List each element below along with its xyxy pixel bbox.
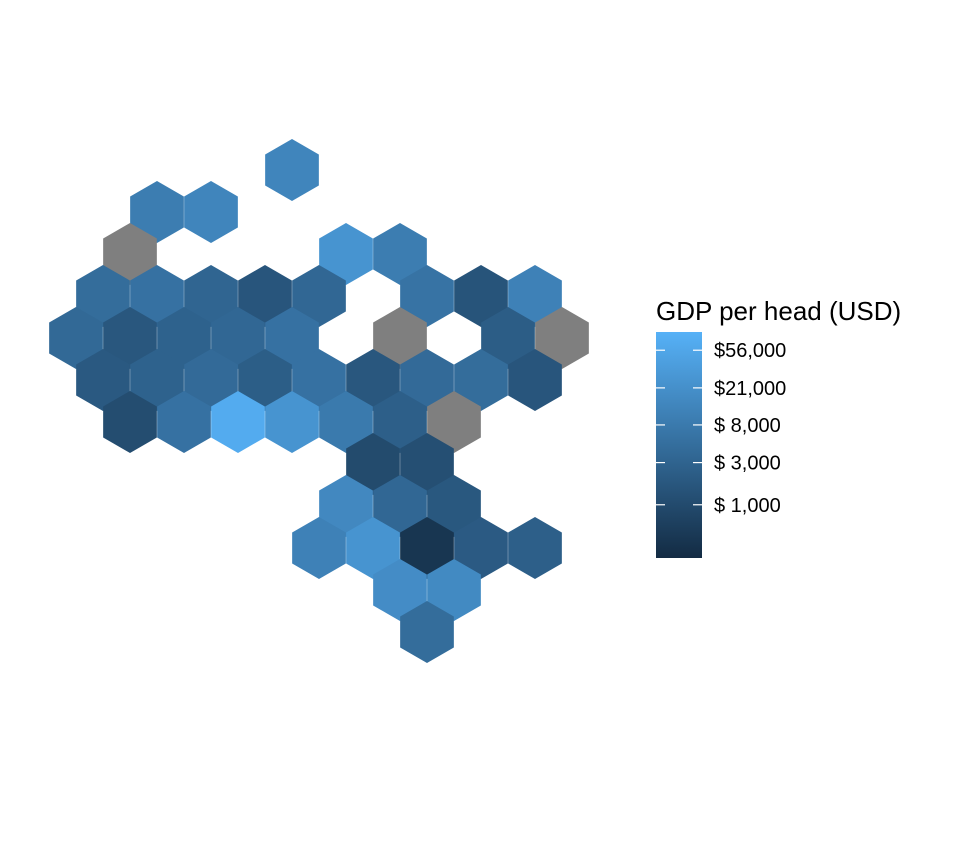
hex-tile <box>454 349 508 411</box>
hex-tile <box>265 139 319 201</box>
hex-tile <box>211 307 265 369</box>
hex-tile <box>400 517 454 579</box>
legend-colorbar <box>656 332 702 558</box>
legend-tick-label: $56,000 <box>714 340 786 362</box>
legend-tick-label: $21,000 <box>714 378 786 400</box>
legend-title: GDP per head (USD) <box>656 296 901 326</box>
hex-tile <box>400 265 454 327</box>
hex-tile <box>454 265 508 327</box>
hex-tile <box>346 517 400 579</box>
hex-tile <box>184 265 238 327</box>
hex-tile <box>157 391 211 453</box>
hex-tile <box>427 391 481 453</box>
hex-tile <box>238 265 292 327</box>
legend-tick-label: $ 3,000 <box>714 453 781 475</box>
legend-tick-label: $ 8,000 <box>714 415 781 437</box>
hexagon-tiles <box>49 139 589 663</box>
hex-tile <box>265 391 319 453</box>
hex-tile <box>427 475 481 537</box>
hex-tile <box>157 307 211 369</box>
hex-tile <box>76 265 130 327</box>
hex-tile <box>508 265 562 327</box>
hex-tile <box>400 433 454 495</box>
hex-tile <box>373 559 427 621</box>
hex-tile <box>373 223 427 285</box>
legend-tick-label: $ 1,000 <box>714 495 781 517</box>
hex-tile <box>346 349 400 411</box>
hex-tile <box>184 181 238 243</box>
hex-tile <box>103 307 157 369</box>
hex-tile <box>130 349 184 411</box>
hex-tile <box>319 391 373 453</box>
hex-tile <box>535 307 589 369</box>
hex-tile <box>319 475 373 537</box>
hex-tile <box>346 433 400 495</box>
hex-tile <box>76 349 130 411</box>
hex-tile <box>400 349 454 411</box>
hex-tile <box>427 559 481 621</box>
color-legend: GDP per head (USD) $56,000 $21,000 $ 8,000… <box>656 296 901 558</box>
hex-tile <box>265 307 319 369</box>
hex-tile <box>373 307 427 369</box>
hex-tile <box>373 391 427 453</box>
hex-tile <box>238 349 292 411</box>
hex-tile <box>292 517 346 579</box>
legend-ticks: $56,000 $21,000 $ 8,000 $ 3,000 $ 1,000 <box>656 340 786 517</box>
hex-tile <box>211 391 265 453</box>
hex-tile <box>508 349 562 411</box>
hex-tile <box>454 517 508 579</box>
hex-tile <box>103 391 157 453</box>
hex-tile <box>292 349 346 411</box>
hex-tile <box>400 601 454 663</box>
hex-tile <box>49 307 103 369</box>
hex-tile <box>481 307 535 369</box>
hex-tile <box>184 349 238 411</box>
hex-tile <box>373 475 427 537</box>
hex-tile <box>319 223 373 285</box>
hex-tile <box>103 223 157 285</box>
hex-tile <box>292 265 346 327</box>
hex-tile <box>130 181 184 243</box>
hex-tile <box>130 265 184 327</box>
hex-tile <box>508 517 562 579</box>
